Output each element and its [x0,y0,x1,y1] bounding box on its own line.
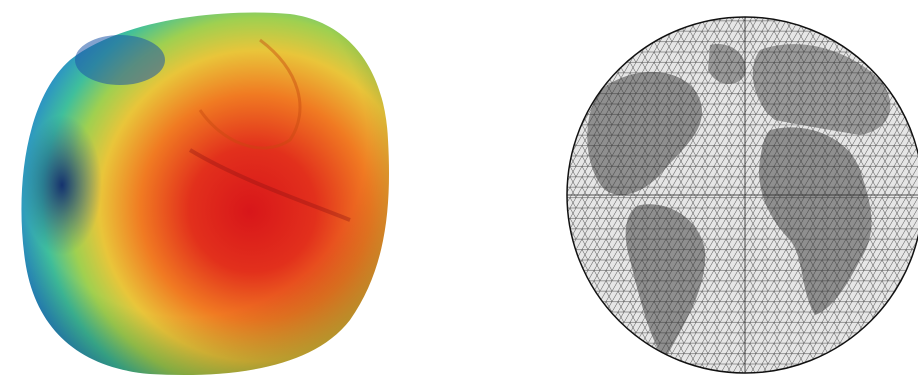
mesh-globe [560,10,918,380]
continents [560,10,918,380]
page [0,0,918,382]
figure [0,0,918,382]
geoid-render [21,13,389,375]
